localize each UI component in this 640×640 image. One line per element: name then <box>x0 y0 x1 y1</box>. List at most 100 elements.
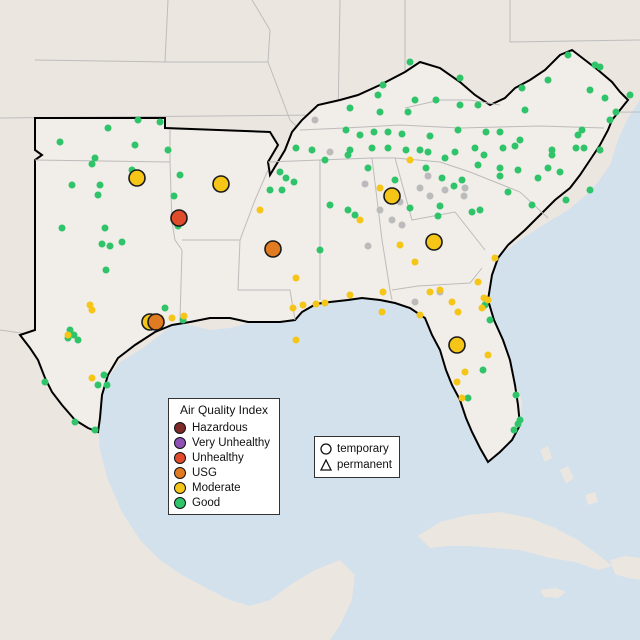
good-monitor-site <box>402 146 410 154</box>
moderate-monitor-site <box>321 299 329 307</box>
good-monitor-site <box>438 174 446 182</box>
good-monitor-site <box>424 148 432 156</box>
good-monitor-site <box>71 418 79 426</box>
good-monitor-site <box>56 138 64 146</box>
moderate-monitor-site <box>458 394 466 402</box>
good-monitor-site <box>91 426 99 434</box>
moderate-monitor-site <box>411 258 419 266</box>
moderate-monitor-site <box>292 274 300 282</box>
good-monitor-site <box>103 381 111 389</box>
good-monitor-site <box>346 146 354 154</box>
good-monitor-site <box>499 144 507 152</box>
legend-item-moderate: Moderate <box>174 481 241 495</box>
moderate-monitor-site <box>426 288 434 296</box>
moderate-large-monitor-site <box>425 233 443 251</box>
good-monitor-site <box>474 101 482 109</box>
good-monitor-site <box>398 130 406 138</box>
no-data-site <box>398 221 406 229</box>
good-monitor-site <box>544 76 552 84</box>
good-monitor-site <box>416 146 424 154</box>
moderate-monitor-site <box>168 314 176 322</box>
good-monitor-site <box>156 118 164 126</box>
good-monitor-site <box>596 63 604 71</box>
good-monitor-site <box>456 101 464 109</box>
legend-label: Very Unhealthy <box>192 437 270 449</box>
good-monitor-site <box>290 178 298 186</box>
good-monitor-site <box>101 224 109 232</box>
good-monitor-site <box>346 104 354 112</box>
good-monitor-site <box>96 181 104 189</box>
good-monitor-site <box>578 126 586 134</box>
good-monitor-site <box>94 381 102 389</box>
good-monitor-site <box>601 94 609 102</box>
good-monitor-site <box>41 378 49 386</box>
no-data-site <box>326 148 334 156</box>
good-monitor-site <box>471 144 479 152</box>
good-monitor-site <box>384 144 392 152</box>
no-data-site <box>361 180 369 188</box>
legend-label: USG <box>192 467 217 479</box>
good-monitor-site <box>374 91 382 99</box>
aqi-legend: Air Quality Index Hazardous Very Unhealt… <box>168 398 280 515</box>
good-monitor-site <box>104 124 112 132</box>
moderate-monitor-site <box>436 286 444 294</box>
large-monitor-sites <box>128 169 466 354</box>
legend-label: Unhealthy <box>192 452 244 464</box>
moderate-monitor-site <box>484 351 492 359</box>
good-monitor-site <box>451 148 459 156</box>
moderate-monitor-site <box>346 291 354 299</box>
good-monitor-site <box>282 174 290 182</box>
jamaica <box>540 588 566 598</box>
good-monitor-site <box>480 151 488 159</box>
good-monitor-site <box>564 51 572 59</box>
moderate-monitor-site <box>478 304 486 312</box>
usg-large-monitor-site <box>264 240 282 258</box>
temporary-label: temporary <box>337 443 389 455</box>
good-monitor-site <box>316 246 324 254</box>
good-monitor-site <box>450 182 458 190</box>
good-monitor-site <box>364 164 372 172</box>
moderate-monitor-site <box>180 312 188 320</box>
good-monitor-site <box>58 224 66 232</box>
moderate-monitor-site <box>396 241 404 249</box>
good-monitor-site <box>518 84 526 92</box>
good-monitor-site <box>464 394 472 402</box>
good-monitor-site <box>426 132 434 140</box>
moderate-monitor-site <box>379 288 387 296</box>
good-monitor-site <box>98 240 106 248</box>
good-monitor-site <box>468 208 476 216</box>
moderate-monitor-site <box>448 298 456 306</box>
good-monitor-site <box>308 146 316 154</box>
moderate-monitor-site <box>292 336 300 344</box>
good-monitor-site <box>404 108 412 116</box>
bahamas <box>540 446 598 505</box>
moderate-large-monitor-site <box>128 169 146 187</box>
good-monitor-site <box>70 331 78 339</box>
moderate-monitor-site <box>491 254 499 262</box>
no-data-site <box>426 192 434 200</box>
good-swatch <box>174 497 186 509</box>
hispaniola <box>610 556 640 580</box>
good-monitor-site <box>161 304 169 312</box>
moderate-monitor-site <box>64 331 72 339</box>
good-monitor-site <box>351 211 359 219</box>
good-monitor-site <box>278 186 286 194</box>
good-monitor-site <box>411 96 419 104</box>
good-monitor-site <box>131 141 139 149</box>
moderate-monitor-site <box>376 184 384 192</box>
moderate-monitor-site <box>356 216 364 224</box>
good-monitor-site <box>548 151 556 159</box>
legend-item-very-unhealthy: Very Unhealthy <box>174 436 270 450</box>
good-monitor-site <box>164 146 172 154</box>
no-data-site <box>424 172 432 180</box>
good-monitor-site <box>321 156 329 164</box>
good-monitor-site <box>458 176 466 184</box>
legend-item-good: Good <box>174 496 220 510</box>
good-monitor-site <box>434 212 442 220</box>
no-data-site <box>460 192 468 200</box>
moderate-monitor-site <box>461 368 469 376</box>
good-monitor-site <box>596 146 604 154</box>
moderate-large-monitor-site <box>448 336 466 354</box>
good-monitor-site <box>91 154 99 162</box>
